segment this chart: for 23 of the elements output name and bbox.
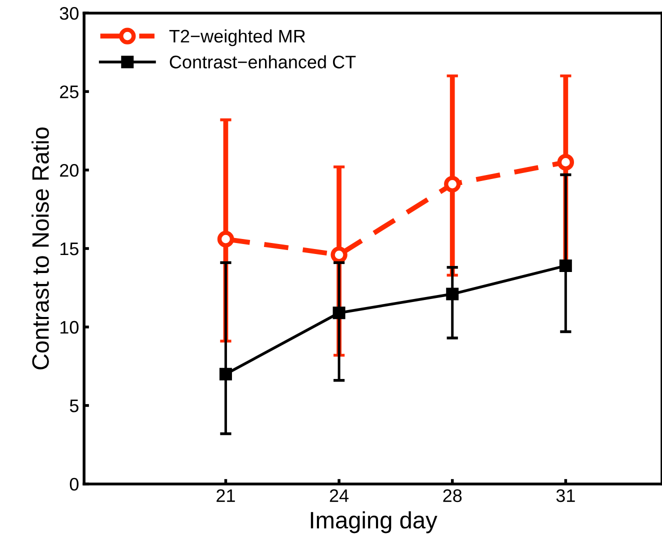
point — [559, 260, 572, 272]
x-tick-label: 31 — [556, 489, 575, 502]
point — [557, 154, 574, 171]
point — [330, 246, 348, 264]
point — [446, 288, 459, 300]
point — [217, 230, 234, 248]
legend-label: Contrast−enhanced CT — [170, 55, 356, 68]
y-axis-title: Contrast to Noise Ratio — [32, 127, 49, 370]
y-tick-label: 0 — [70, 478, 79, 491]
x-axis-title: Imaging day — [310, 511, 438, 534]
y-tick-label: 15 — [60, 242, 78, 256]
y-tick-label: 20 — [60, 164, 79, 177]
x-tick-label: 21 — [216, 489, 235, 502]
point — [219, 368, 232, 380]
y-tick-label: 10 — [60, 320, 79, 334]
x-tick-label: 24 — [330, 489, 349, 502]
y-tick-label: 30 — [60, 7, 79, 20]
y-tick-label: 25 — [60, 85, 78, 98]
point — [444, 176, 461, 192]
point — [332, 306, 346, 320]
x-tick-label: 28 — [443, 489, 462, 502]
legend-label: T2−weighted MR — [169, 29, 306, 46]
y-tick-label: 5 — [70, 400, 78, 412]
